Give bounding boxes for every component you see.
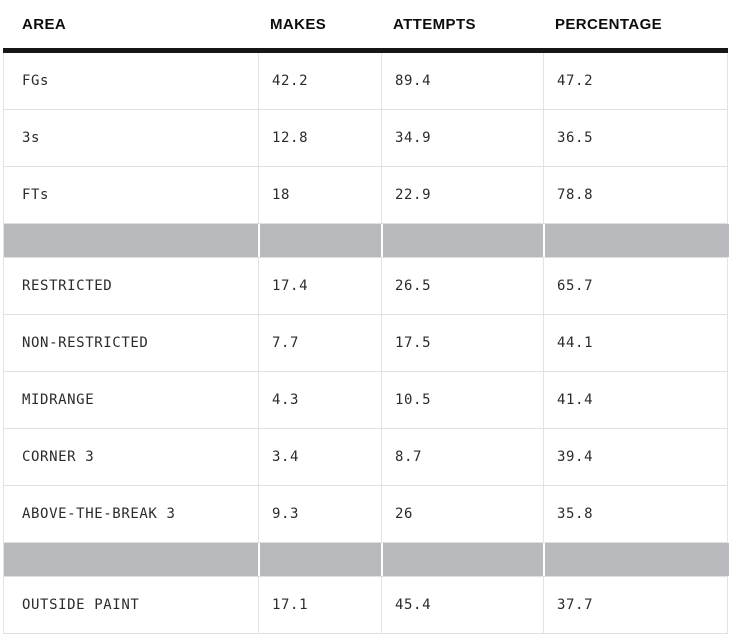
table-body: FGs 42.2 89.4 47.2 3s 12.8 34.9 36.5 FTs… — [3, 53, 729, 634]
cell-area: NON-RESTRICTED — [22, 335, 149, 351]
cell-percentage: 35.8 — [543, 486, 729, 542]
cell-area: RESTRICTED — [22, 278, 113, 294]
cell-makes: 17.4 — [258, 258, 381, 314]
cell-area: FTs — [22, 187, 50, 203]
cell-percentage: 47.2 — [543, 53, 729, 109]
table-row-outside-paint: OUTSIDE PAINT 17.1 45.4 37.7 — [4, 577, 727, 634]
cell-percentage: 78.8 — [543, 167, 729, 223]
cell-percentage: 41.4 — [543, 372, 729, 428]
table-row-corner-3: CORNER 3 3.4 8.7 39.4 — [4, 429, 727, 486]
table-row-midrange: MIDRANGE 4.3 10.5 41.4 — [4, 372, 727, 429]
column-header-makes: MAKES — [270, 15, 327, 33]
column-header-percentage: PERCENTAGE — [555, 15, 663, 33]
cell-attempts: 17.5 — [381, 315, 543, 371]
cell-area: CORNER 3 — [22, 449, 95, 465]
cell-makes: 7.7 — [258, 315, 381, 371]
separator-band — [543, 543, 729, 576]
cell-area: 3s — [22, 130, 41, 146]
separator-band — [258, 543, 381, 576]
section-separator-row — [4, 543, 729, 577]
cell-area: OUTSIDE PAINT — [22, 597, 140, 613]
cell-attempts: 34.9 — [381, 110, 543, 166]
cell-percentage: 65.7 — [543, 258, 729, 314]
separator-band — [543, 224, 729, 257]
table-row-non-restricted: NON-RESTRICTED 7.7 17.5 44.1 — [4, 315, 727, 372]
table-header-row: AREA MAKES ATTEMPTS PERCENTAGE — [3, 0, 728, 53]
table-row-fts: FTs 18 22.9 78.8 — [4, 167, 727, 224]
cell-makes: 42.2 — [258, 53, 381, 109]
cell-area: ABOVE-THE-BREAK 3 — [22, 506, 176, 522]
cell-makes: 4.3 — [258, 372, 381, 428]
cell-makes: 9.3 — [258, 486, 381, 542]
cell-area: MIDRANGE — [22, 392, 95, 408]
cell-attempts: 89.4 — [381, 53, 543, 109]
cell-percentage: 37.7 — [543, 577, 729, 633]
table-row-fgs: FGs 42.2 89.4 47.2 — [4, 53, 727, 110]
table-row-restricted: RESTRICTED 17.4 26.5 65.7 — [4, 258, 727, 315]
cell-area: FGs — [22, 73, 50, 89]
cell-makes: 12.8 — [258, 110, 381, 166]
cell-percentage: 39.4 — [543, 429, 729, 485]
table-row-above-the-break-3: ABOVE-THE-BREAK 3 9.3 26 35.8 — [4, 486, 727, 543]
cell-attempts: 26 — [381, 486, 543, 542]
cell-attempts: 26.5 — [381, 258, 543, 314]
column-header-attempts: ATTEMPTS — [393, 15, 476, 33]
cell-attempts: 8.7 — [381, 429, 543, 485]
separator-band — [4, 224, 258, 257]
cell-makes: 18 — [258, 167, 381, 223]
separator-band — [381, 224, 543, 257]
section-separator-row — [4, 224, 729, 258]
cell-makes: 3.4 — [258, 429, 381, 485]
cell-attempts: 22.9 — [381, 167, 543, 223]
separator-band — [4, 543, 258, 576]
column-header-area: AREA — [22, 15, 67, 33]
cell-attempts: 45.4 — [381, 577, 543, 633]
cell-percentage: 44.1 — [543, 315, 729, 371]
cell-makes: 17.1 — [258, 577, 381, 633]
table-row-3s: 3s 12.8 34.9 36.5 — [4, 110, 727, 167]
cell-attempts: 10.5 — [381, 372, 543, 428]
shooting-stats-table: AREA MAKES ATTEMPTS PERCENTAGE FGs 42.2 … — [3, 0, 729, 634]
cell-percentage: 36.5 — [543, 110, 729, 166]
separator-band — [381, 543, 543, 576]
separator-band — [258, 224, 381, 257]
